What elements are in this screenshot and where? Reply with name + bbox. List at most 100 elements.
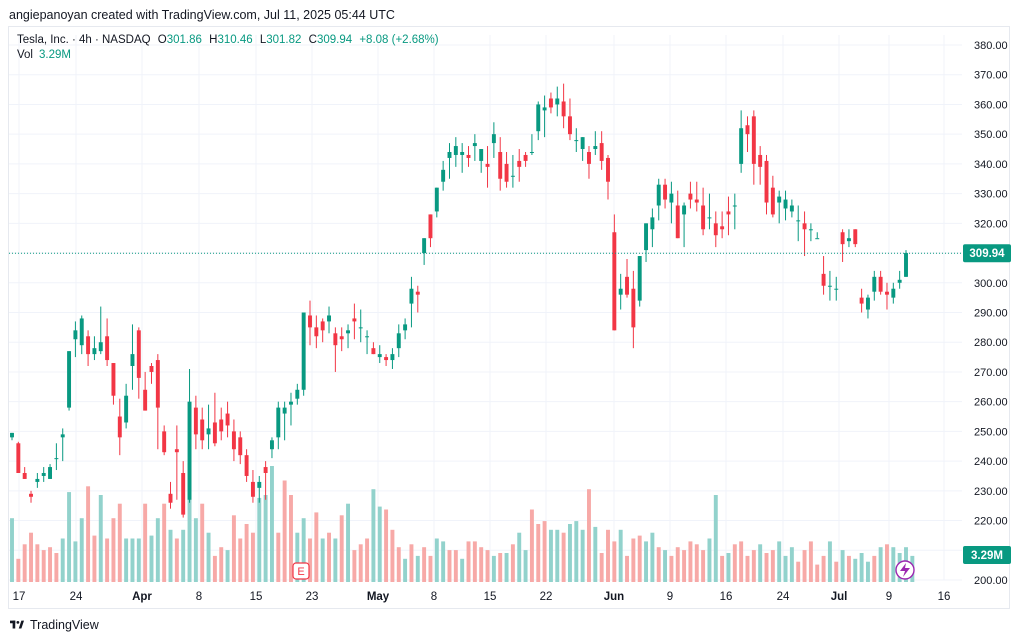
volume-bar bbox=[777, 541, 782, 582]
volume-bar bbox=[732, 544, 737, 582]
candle-body bbox=[35, 478, 40, 482]
volume-bar bbox=[403, 558, 408, 582]
volume-bar bbox=[453, 550, 458, 582]
volume-bar bbox=[751, 550, 756, 582]
high-label: H bbox=[209, 34, 218, 46]
volume-bar bbox=[365, 538, 370, 582]
volume-bar bbox=[225, 550, 230, 582]
candle-body bbox=[878, 276, 883, 292]
volume-bar bbox=[320, 538, 325, 582]
volume-bar bbox=[656, 547, 661, 582]
y-tick-label: 280.00 bbox=[974, 337, 1008, 349]
volume-bar bbox=[130, 538, 135, 582]
candle-body bbox=[320, 321, 325, 331]
x-tick-label: 22 bbox=[540, 591, 553, 603]
volume-label[interactable]: Vol bbox=[17, 49, 33, 61]
candle-body bbox=[523, 154, 528, 161]
volume-bar bbox=[396, 547, 401, 582]
candle-body bbox=[352, 318, 357, 322]
volume-bar bbox=[631, 538, 636, 582]
x-tick-label: Jul bbox=[831, 591, 848, 603]
candle-body bbox=[415, 291, 420, 295]
volume-bar bbox=[637, 535, 642, 582]
volume-bar bbox=[48, 547, 53, 582]
volume-bar bbox=[574, 521, 579, 582]
x-tick-label: 9 bbox=[667, 591, 673, 603]
candle-body bbox=[124, 395, 129, 423]
candle-body bbox=[536, 104, 541, 132]
y-tick-label: 380.00 bbox=[974, 40, 1008, 52]
volume-bar bbox=[561, 532, 566, 582]
volume-bar bbox=[333, 538, 338, 582]
candle-body bbox=[618, 288, 623, 295]
candle-body bbox=[244, 455, 249, 476]
candle-body bbox=[111, 363, 116, 396]
tradingview-logo-icon bbox=[10, 620, 24, 629]
volume-bar bbox=[789, 547, 794, 582]
candle-body bbox=[187, 401, 192, 500]
candle-body bbox=[206, 428, 211, 435]
volume-bar bbox=[523, 550, 528, 582]
volume-bar bbox=[485, 550, 490, 582]
candle-body bbox=[789, 205, 794, 212]
volume-bar bbox=[60, 538, 65, 582]
volume-bar bbox=[770, 550, 775, 582]
volume-bar bbox=[16, 558, 21, 582]
candle-body bbox=[491, 134, 496, 144]
volume-bar bbox=[377, 506, 382, 582]
candle-body bbox=[384, 357, 389, 361]
x-tick-label: 16 bbox=[938, 591, 951, 603]
candle-body bbox=[67, 351, 72, 408]
volume-bar bbox=[758, 544, 763, 582]
lightning-bolt-icon bbox=[900, 563, 910, 577]
y-tick-label: 200.00 bbox=[974, 575, 1008, 587]
candle-body bbox=[409, 288, 414, 304]
candle-body bbox=[168, 493, 173, 503]
candle-body bbox=[276, 407, 281, 438]
candle-body bbox=[282, 407, 287, 414]
volume-bar bbox=[181, 529, 186, 582]
candle-body bbox=[10, 432, 14, 438]
y-tick-label: 260.00 bbox=[974, 397, 1008, 409]
candle-body bbox=[834, 288, 839, 290]
chart-frame bbox=[8, 26, 1010, 609]
candle-body bbox=[548, 98, 553, 108]
volume-bar bbox=[98, 495, 103, 582]
candle-body bbox=[16, 443, 21, 473]
candle-body bbox=[498, 152, 503, 179]
volume-bar bbox=[143, 503, 148, 582]
attribution-bar: angiepanoyan created with TradingView.co… bbox=[0, 0, 1024, 26]
volume-bar bbox=[783, 555, 788, 582]
volume-bar bbox=[498, 553, 503, 582]
candle-body bbox=[460, 152, 465, 155]
volume-bar bbox=[466, 541, 471, 582]
created-by-text: angiepanoyan created with TradingView.co… bbox=[9, 8, 395, 22]
symbol-label[interactable]: Tesla, Inc. · 4h · NASDAQ bbox=[17, 34, 151, 46]
volume-bar bbox=[41, 550, 46, 582]
candle-body bbox=[238, 437, 243, 456]
volume-bar bbox=[548, 529, 553, 582]
candle-body bbox=[529, 152, 534, 153]
candle-body bbox=[358, 327, 363, 329]
volume-bar bbox=[35, 544, 40, 582]
candle-body bbox=[859, 297, 864, 304]
volume-bar bbox=[472, 541, 477, 582]
volume-bar bbox=[713, 495, 718, 582]
volume-bar bbox=[542, 521, 547, 582]
candle-body bbox=[872, 276, 877, 292]
volume-bar bbox=[390, 529, 395, 582]
y-tick-label: 240.00 bbox=[974, 456, 1008, 468]
volume-bar bbox=[301, 518, 306, 582]
y-tick-label: 230.00 bbox=[974, 486, 1008, 498]
volume-bar bbox=[669, 555, 674, 582]
x-tick-label: Apr bbox=[132, 591, 152, 603]
footer-brand[interactable]: TradingView bbox=[10, 618, 99, 632]
earnings-marker[interactable] bbox=[292, 562, 310, 580]
volume-bar bbox=[238, 538, 243, 582]
candle-body bbox=[403, 324, 408, 331]
candle-body bbox=[472, 143, 477, 147]
change-value: +8.08 (+2.68%) bbox=[359, 34, 439, 46]
candle-body bbox=[517, 160, 522, 167]
candle-body bbox=[688, 193, 693, 200]
